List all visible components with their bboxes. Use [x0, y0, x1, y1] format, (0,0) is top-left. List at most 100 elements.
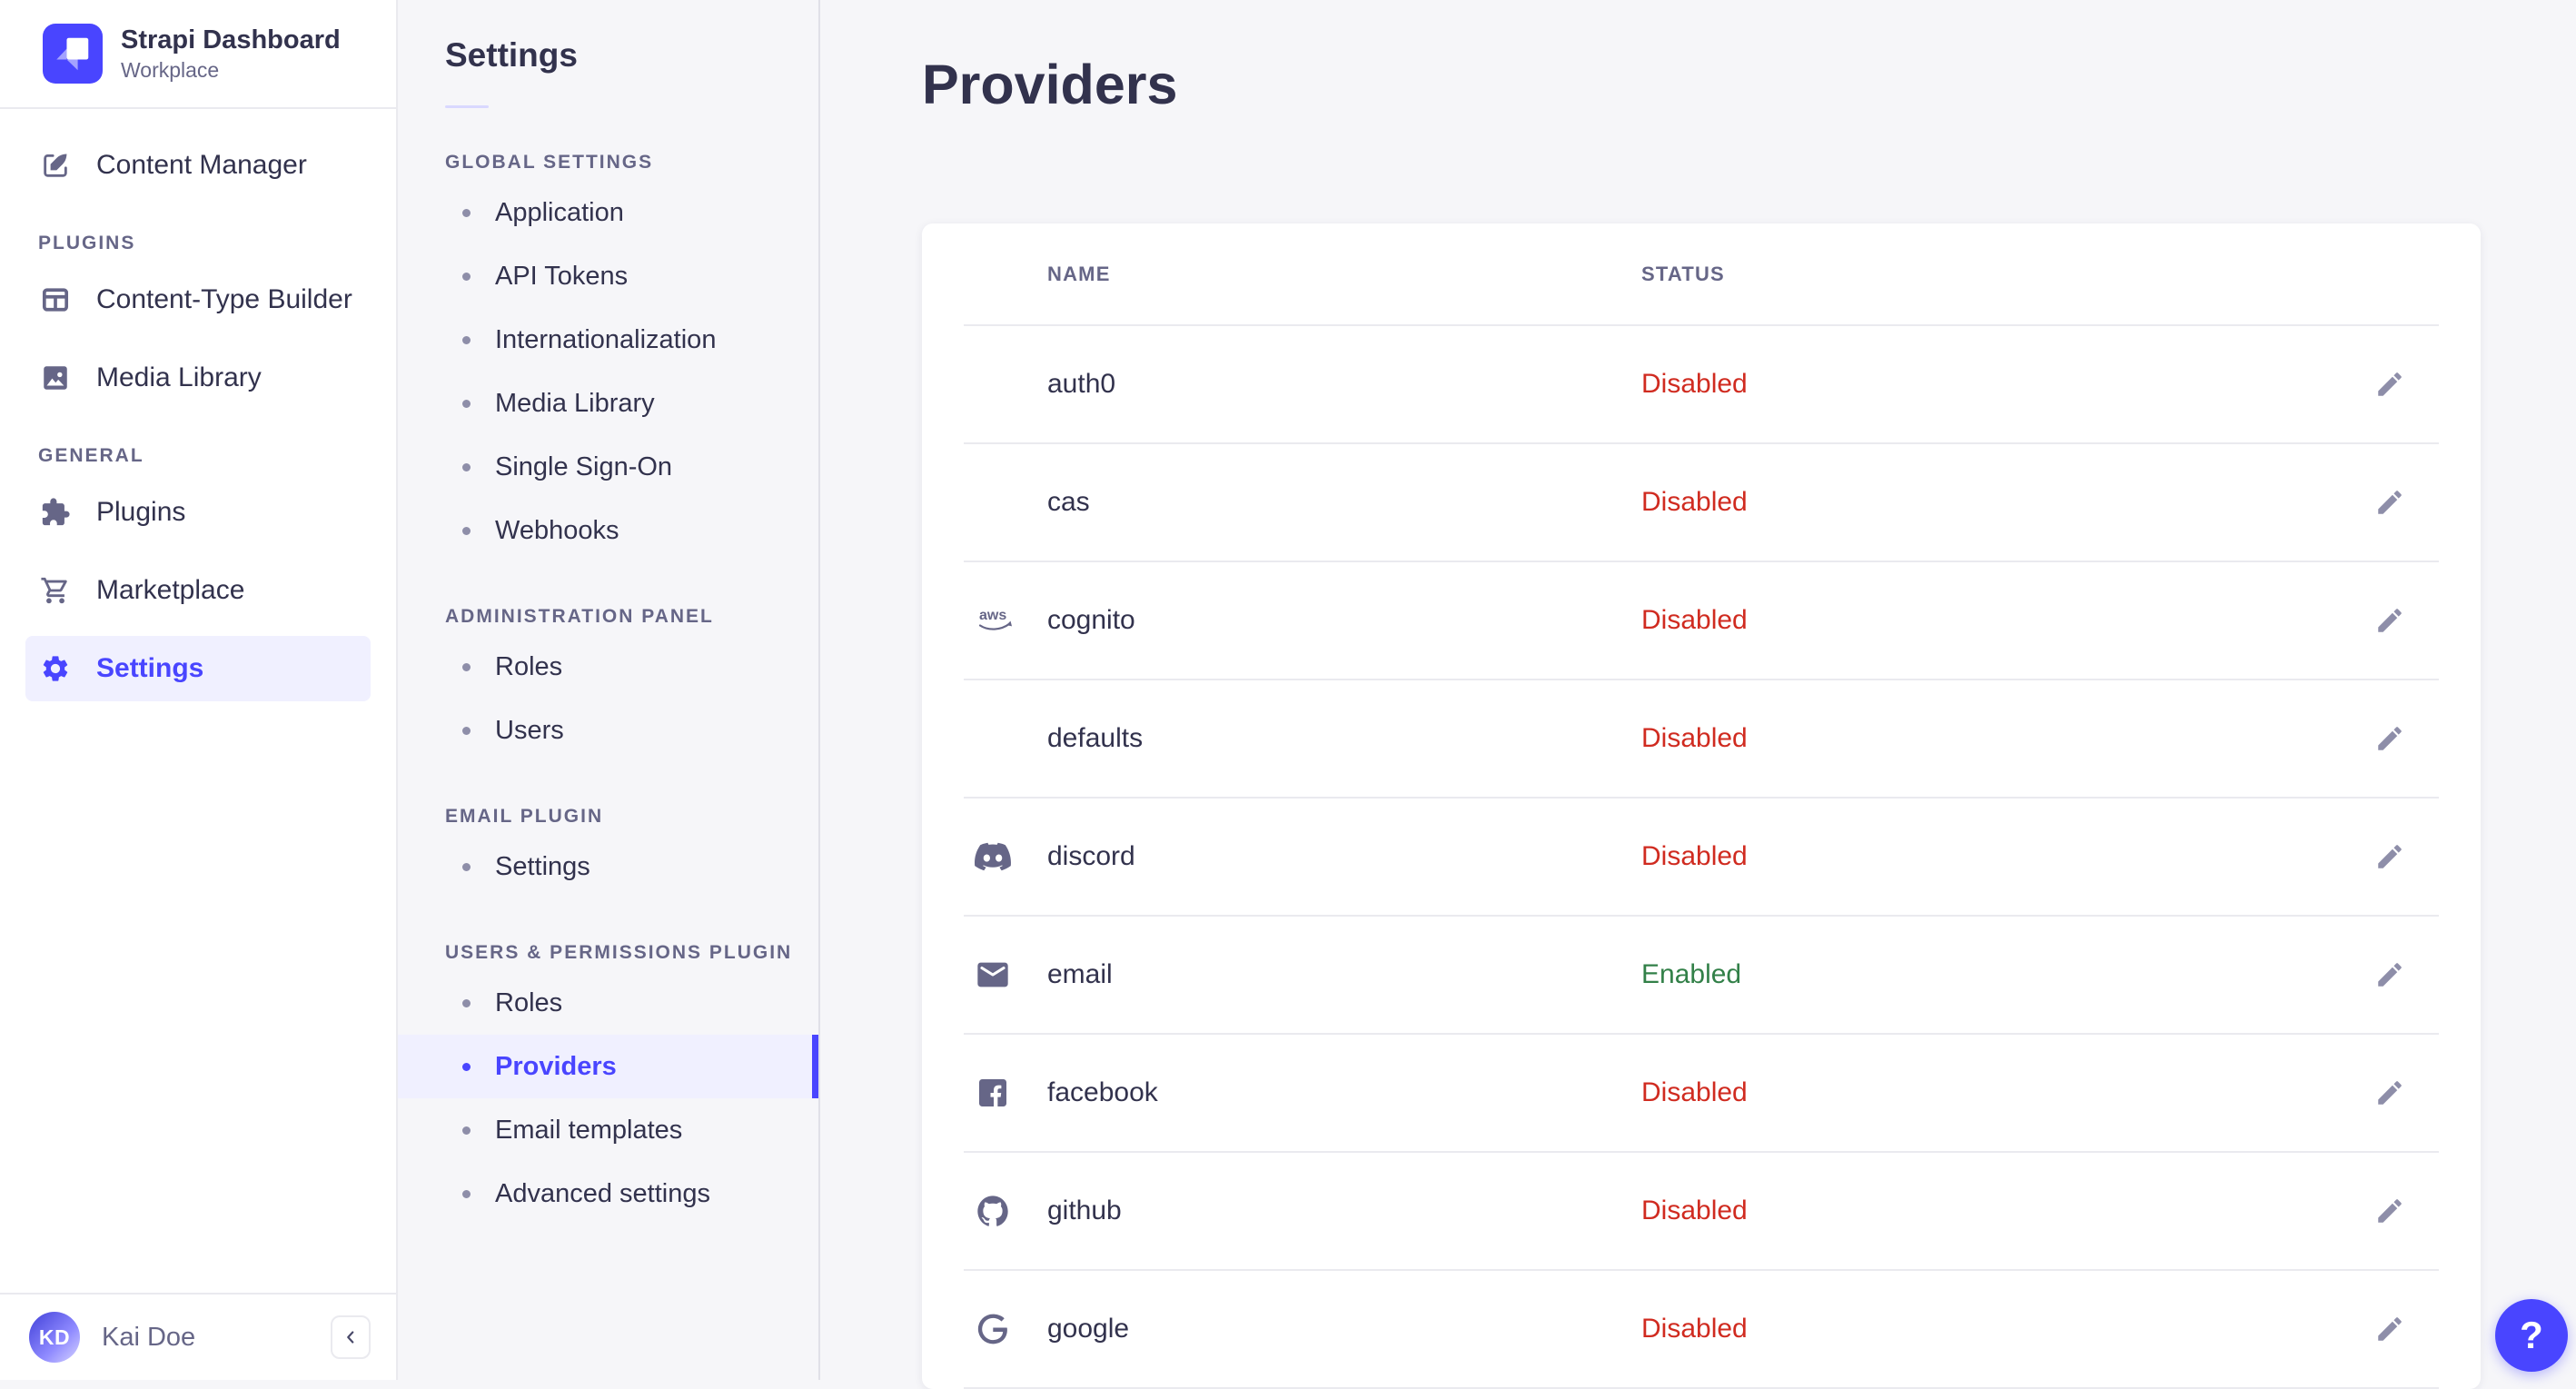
settings-nav-item-label: Users	[495, 716, 564, 746]
settings-nav-item-roles[interactable]: Roles	[398, 971, 818, 1035]
settings-section-label-email-plugin: EMAIL PLUGIN	[445, 806, 818, 828]
status-badge: Disabled	[1641, 1314, 2353, 1344]
edit-discord-button[interactable]	[2366, 833, 2413, 880]
table-header-row: NAME STATUS	[964, 223, 2439, 326]
column-header-status: STATUS	[1641, 263, 2353, 286]
edit-github-button[interactable]	[2366, 1187, 2413, 1235]
edit-cognito-button[interactable]	[2366, 597, 2413, 644]
app-title: Strapi Dashboard	[121, 24, 341, 57]
status-badge: Enabled	[1641, 959, 2353, 990]
provider-name: google	[1047, 1314, 1641, 1344]
settings-nav-title: Settings	[445, 36, 818, 74]
settings-nav-item-users[interactable]: Users	[398, 699, 818, 762]
facebook-icon	[975, 1075, 1018, 1111]
avatar[interactable]: KD	[29, 1312, 80, 1363]
pencil-icon	[2374, 487, 2405, 518]
pencil-icon	[2374, 605, 2405, 636]
help-button[interactable]: ?	[2495, 1299, 2568, 1372]
status-badge: Disabled	[1641, 369, 2353, 400]
page-title: Providers	[922, 51, 2576, 118]
bullet-icon	[462, 209, 471, 217]
edit-cas-button[interactable]	[2366, 479, 2413, 526]
sidebar-item-label: Plugins	[96, 497, 185, 528]
settings-nav-item-label: Email templates	[495, 1116, 682, 1146]
column-header-name: NAME	[1047, 263, 1641, 286]
sidebar-item-settings[interactable]: Settings	[25, 636, 371, 701]
email-icon	[975, 957, 1018, 993]
edit-email-button[interactable]	[2366, 951, 2413, 998]
edit-google-button[interactable]	[2366, 1305, 2413, 1353]
pencil-icon	[2374, 369, 2405, 400]
aws-icon: aws	[975, 602, 1018, 639]
provider-name: cas	[1047, 487, 1641, 518]
settings-nav-item-internationalization[interactable]: Internationalization	[398, 308, 818, 372]
provider-icon-placeholder	[975, 720, 1018, 757]
bullet-icon	[462, 1063, 471, 1071]
workspace-name: Workplace	[121, 57, 341, 84]
sidebar-item-label: Media Library	[96, 362, 262, 393]
settings-nav-item-label: Settings	[495, 852, 590, 882]
edit-defaults-button[interactable]	[2366, 715, 2413, 762]
status-badge: Disabled	[1641, 605, 2353, 636]
bullet-icon	[462, 463, 471, 471]
user-name: Kai Doe	[102, 1323, 195, 1353]
user-row: KD Kai Doe	[0, 1293, 396, 1380]
brand-link[interactable]: Strapi Dashboard Workplace	[0, 0, 396, 109]
settings-nav-item-settings[interactable]: Settings	[398, 835, 818, 898]
pencil-icon	[2374, 841, 2405, 872]
settings-nav-item-advanced-settings[interactable]: Advanced settings	[398, 1162, 818, 1225]
sidebar-item-media-library[interactable]: Media Library	[25, 345, 371, 411]
bullet-icon	[462, 999, 471, 1007]
bullet-icon	[462, 273, 471, 281]
sidebar-item-label: Settings	[96, 653, 203, 684]
sidebar-item-marketplace[interactable]: Marketplace	[25, 558, 371, 623]
settings-nav-item-roles[interactable]: Roles	[398, 635, 818, 699]
settings-nav-item-api-tokens[interactable]: API Tokens	[398, 244, 818, 308]
settings-title-divider	[445, 105, 489, 108]
provider-name: auth0	[1047, 369, 1641, 400]
settings-nav-item-email-templates[interactable]: Email templates	[398, 1098, 818, 1162]
settings-nav-item-label: Internationalization	[495, 325, 716, 355]
settings-nav-item-webhooks[interactable]: Webhooks	[398, 499, 818, 562]
bullet-icon	[462, 663, 471, 671]
bullet-icon	[462, 1190, 471, 1198]
discord-icon	[975, 838, 1018, 875]
provider-icon-placeholder	[975, 484, 1018, 521]
settings-nav-item-label: Single Sign-On	[495, 452, 672, 482]
settings-gear-icon	[40, 653, 71, 684]
sidebar-item-plugins[interactable]: Plugins	[25, 480, 371, 545]
content-manager-icon	[40, 150, 71, 181]
settings-nav-item-application[interactable]: Application	[398, 181, 818, 244]
settings-section-label-users-permissions-plugin: USERS & PERMISSIONS PLUGIN	[445, 942, 818, 964]
settings-section-label-global-settings: GLOBAL SETTINGS	[445, 152, 818, 174]
settings-nav-item-providers[interactable]: Providers	[398, 1035, 818, 1098]
settings-nav-item-single-sign-on[interactable]: Single Sign-On	[398, 435, 818, 499]
sidebar-item-content-type-builder[interactable]: Content-Type Builder	[25, 267, 371, 332]
marketplace-icon	[40, 575, 71, 606]
sidebar-item-content-manager[interactable]: Content Manager	[25, 133, 371, 198]
bullet-icon	[462, 527, 471, 535]
status-badge: Disabled	[1641, 487, 2353, 518]
status-badge: Disabled	[1641, 841, 2353, 872]
nav-section-label-plugins: PLUGINS	[38, 233, 358, 254]
settings-section-label-administration-panel: ADMINISTRATION PANEL	[445, 606, 818, 628]
pencil-icon	[2374, 959, 2405, 990]
edit-facebook-button[interactable]	[2366, 1069, 2413, 1116]
github-icon	[975, 1193, 1018, 1229]
google-icon	[975, 1311, 1018, 1347]
settings-nav-item-label: Providers	[495, 1052, 617, 1082]
settings-nav-item-media-library[interactable]: Media Library	[398, 372, 818, 435]
provider-name: discord	[1047, 841, 1641, 872]
sidebar-item-label: Content Manager	[96, 150, 307, 181]
collapse-sidebar-button[interactable]	[331, 1315, 371, 1359]
edit-auth0-button[interactable]	[2366, 361, 2413, 408]
